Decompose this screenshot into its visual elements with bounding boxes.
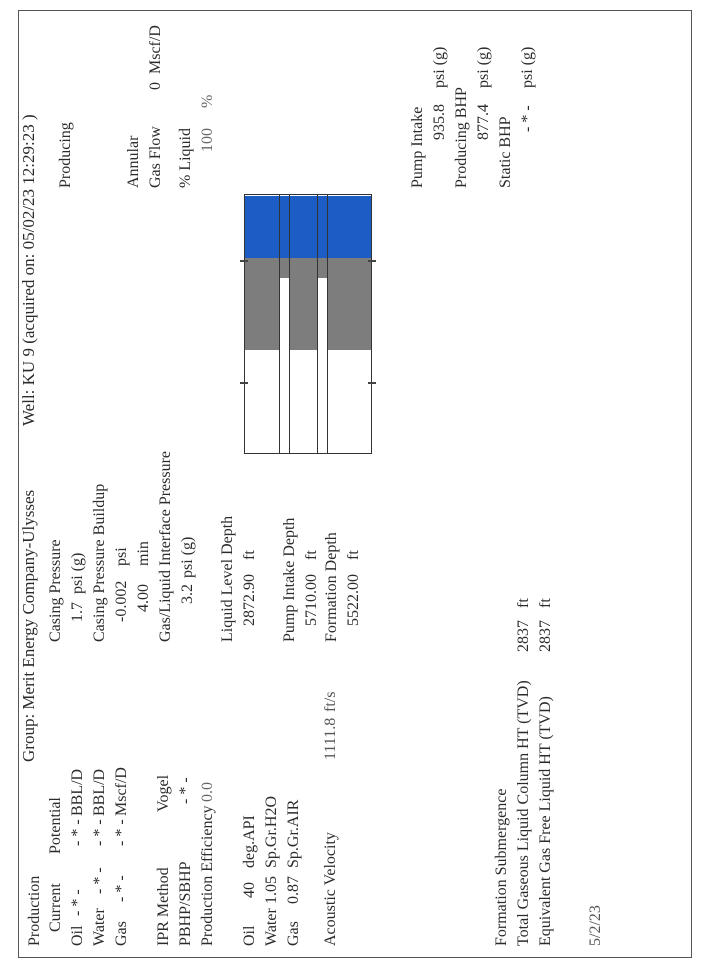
rotated-report-sheet: Group: Merit Energy Company-Ulysses Well… bbox=[18, 10, 692, 958]
efficiency-label: Production Efficiency bbox=[199, 805, 216, 946]
current-column-header: Current bbox=[47, 883, 64, 932]
tubing-wall-3 bbox=[317, 195, 318, 453]
buildup-time-value: 4.00 bbox=[135, 584, 152, 612]
equivalent-liquid-height-unit: ft bbox=[537, 598, 554, 608]
acoustic-velocity-label: Acoustic Velocity bbox=[322, 832, 339, 946]
pump-intake-unit: psi (g) bbox=[431, 46, 448, 88]
casing-pressure-unit: psi (g) bbox=[69, 552, 86, 594]
well-title: Well: KU 9 (acquired on: 05/02/23 12:29:… bbox=[19, 114, 38, 426]
report-date: 5/2/23 bbox=[587, 905, 604, 946]
gas-current: - * - bbox=[113, 875, 130, 902]
liquid-level-depth-value: 2872.90 bbox=[241, 574, 258, 626]
water-label: Water bbox=[91, 908, 108, 946]
interface-pressure-value: 3.2 bbox=[179, 584, 196, 604]
percent-liquid-value: 100 bbox=[199, 128, 216, 152]
group-title: Group: Merit Energy Company-Ulysses bbox=[19, 489, 38, 762]
acoustic-velocity-value: 1111.8 bbox=[322, 717, 339, 760]
formation-depth-label: Formation Depth bbox=[323, 532, 340, 642]
equivalent-liquid-height-label: Equivalent Gas Free Liquid HT (TVD) bbox=[537, 696, 554, 946]
fluid-oil-unit: deg.API bbox=[241, 815, 258, 868]
static-bhp-label: Static BHP bbox=[497, 116, 514, 188]
tubing-gap-lower bbox=[317, 278, 327, 453]
pump-intake-value: 935.8 bbox=[431, 104, 448, 140]
report-border bbox=[18, 10, 692, 958]
interface-pressure-label: Gas/Liquid Interface Pressure bbox=[157, 450, 174, 642]
formation-submergence-label: Formation Submergence bbox=[493, 788, 510, 946]
casing-buildup-label: Casing Pressure Buildup bbox=[91, 483, 108, 642]
buildup-time-unit: min bbox=[135, 541, 152, 566]
fluid-oil-label: Oil bbox=[241, 925, 258, 946]
tubing-gap-upper bbox=[279, 278, 289, 453]
static-bhp-value: - * - bbox=[519, 105, 536, 132]
gas-unit: Mscf/D bbox=[113, 767, 130, 816]
gas-column bbox=[245, 258, 371, 350]
gas-label: Gas bbox=[113, 921, 130, 946]
water-current: - * - bbox=[91, 867, 108, 894]
depth-tick-bottom bbox=[368, 382, 376, 384]
annular-gas-flow-value: 0 bbox=[147, 82, 164, 90]
total-column-height-value: 2837 bbox=[515, 620, 532, 652]
oil-unit: BBL/D bbox=[69, 768, 86, 816]
potential-column-header: Potential bbox=[47, 797, 64, 854]
gas-flow-label: Gas Flow bbox=[147, 126, 164, 188]
total-column-height-unit: ft bbox=[515, 598, 532, 608]
fluid-water-label: Water bbox=[263, 908, 280, 946]
pump-intake-depth-unit: ft bbox=[303, 550, 320, 560]
pump-tick-top bbox=[240, 260, 248, 262]
annular-label: Annular bbox=[125, 135, 142, 188]
oil-potential: - * - bbox=[69, 819, 86, 846]
fluid-water-unit: Sp.Gr.H2O bbox=[263, 795, 280, 868]
ipr-method-value: Vogel bbox=[155, 774, 172, 812]
wellbore-casing bbox=[244, 194, 372, 454]
producing-bhp-label: Producing BHP bbox=[453, 87, 470, 188]
production-heading: Production bbox=[26, 875, 43, 946]
liquid-column bbox=[245, 196, 371, 258]
tubing-wall-2 bbox=[289, 195, 290, 453]
acoustic-velocity-unit: ft/s bbox=[322, 691, 339, 712]
gas-potential: - * - bbox=[113, 819, 130, 846]
percent-liquid-unit: % bbox=[199, 94, 216, 108]
formation-depth-unit: ft bbox=[345, 550, 362, 560]
liquid-level-depth-unit: ft bbox=[241, 550, 258, 560]
fluid-oil-value: 40 bbox=[241, 882, 258, 898]
tubing-wall-4 bbox=[327, 195, 328, 453]
formation-depth-value: 5522.00 bbox=[345, 574, 362, 626]
percent-liquid-label: % Liquid bbox=[177, 128, 194, 188]
ipr-method-label: IPR Method bbox=[155, 867, 172, 946]
casing-buildup-value: -0.002 bbox=[113, 580, 130, 622]
oil-label: Oil bbox=[69, 925, 86, 946]
annular-gas-flow-unit: Mscf/D bbox=[147, 25, 164, 74]
casing-pressure-label: Casing Pressure bbox=[47, 539, 64, 642]
fluid-gas-value: 0.87 bbox=[285, 876, 302, 904]
water-unit: BBL/D bbox=[91, 768, 108, 816]
oil-current: - * - bbox=[69, 889, 86, 916]
static-bhp-unit: psi (g) bbox=[519, 46, 536, 88]
fluid-gas-label: Gas bbox=[285, 921, 302, 946]
water-potential: - * - bbox=[91, 819, 108, 846]
tubing-wall-1 bbox=[279, 195, 280, 453]
casing-pressure-value: 1.7 bbox=[69, 602, 86, 622]
fluid-water-value: 1.05 bbox=[263, 876, 280, 904]
producing-bhp-value: 877.4 bbox=[475, 104, 492, 140]
pump-intake-depth-value: 5710.00 bbox=[303, 574, 320, 626]
pump-intake-depth-label: Pump Intake Depth bbox=[281, 517, 298, 642]
equivalent-liquid-height-value: 2837 bbox=[537, 620, 554, 652]
interface-pressure-unit: psi (g) bbox=[179, 536, 196, 578]
casing-buildup-unit: psi bbox=[113, 547, 130, 566]
pbhp-value: - * - bbox=[177, 777, 194, 804]
pump-tick-bottom bbox=[368, 260, 376, 262]
liquid-level-depth-label: Liquid Level Depth bbox=[219, 515, 236, 642]
producing-bhp-unit: psi (g) bbox=[475, 46, 492, 88]
producing-status: Producing bbox=[57, 122, 74, 188]
pump-intake-label: Pump Intake bbox=[409, 106, 426, 188]
efficiency-value: 0.0 bbox=[199, 782, 216, 802]
depth-tick-top bbox=[240, 382, 248, 384]
total-column-height-label: Total Gaseous Liquid Column HT (TVD) bbox=[515, 680, 532, 946]
fluid-gas-unit: Sp.Gr.AIR bbox=[285, 799, 302, 868]
pbhp-label: PBHP/SBHP bbox=[177, 861, 194, 947]
